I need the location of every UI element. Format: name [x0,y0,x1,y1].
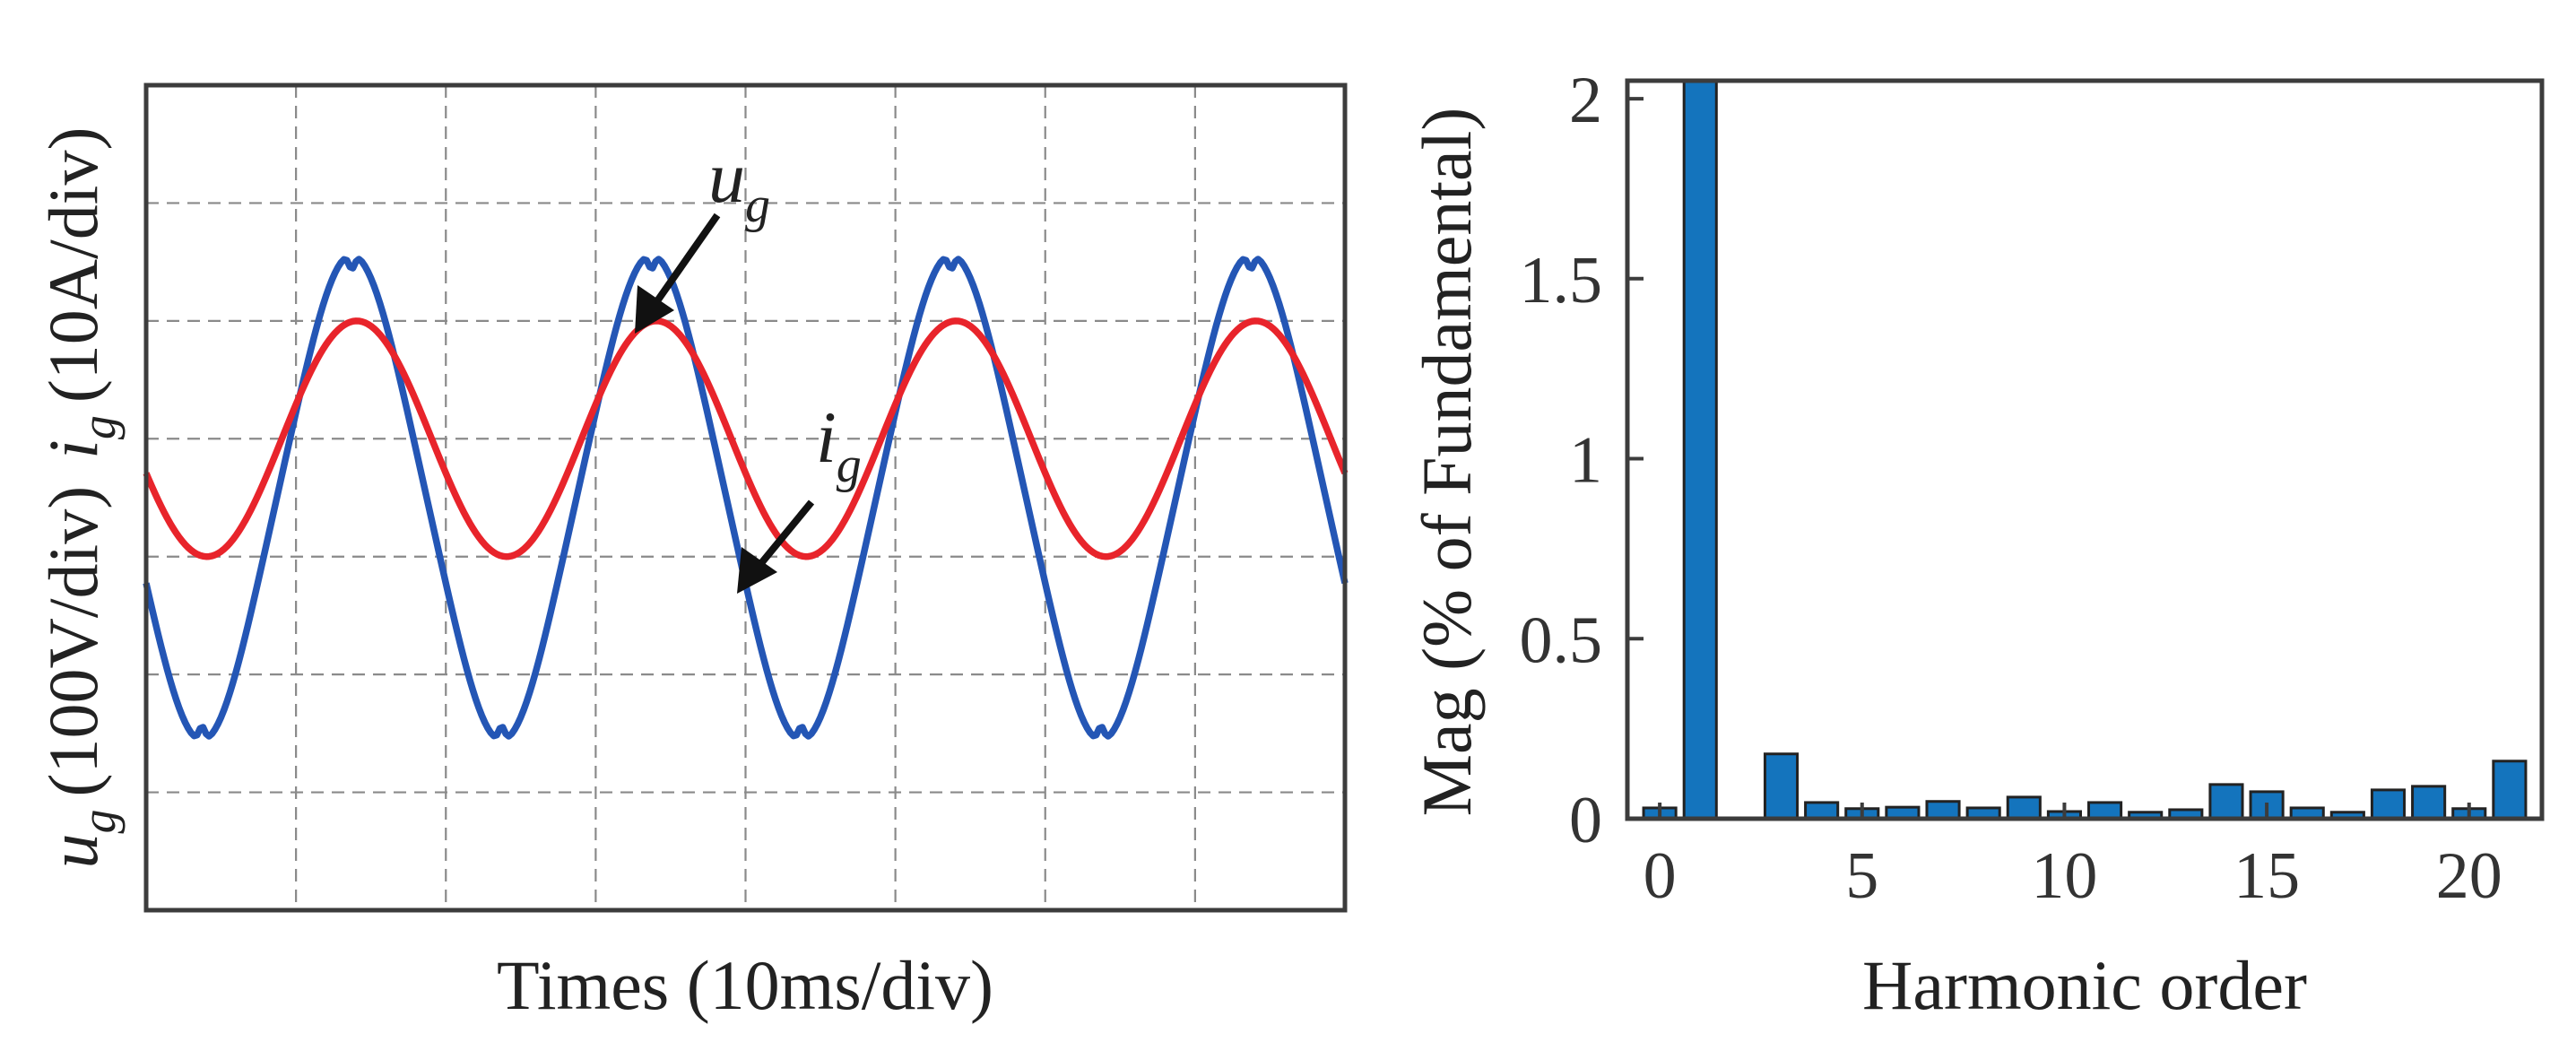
x-tick-label: 10 [2031,839,2097,913]
bar-harmonic-4 [1804,801,1840,821]
bar-harmonic-7 [1925,800,1961,821]
y-tick-label: 1.5 [1520,244,1603,317]
y-tick-label: 1 [1569,424,1602,498]
y-tick-label: 0.5 [1520,603,1603,677]
bar-harmonic-19 [2411,785,2447,821]
bar-harmonic-11 [2087,801,2123,821]
x-tick-label: 5 [1845,839,1878,913]
bar-harmonic-3 [1763,752,1800,821]
y-tick-label: 0 [1569,784,1602,857]
waveform-panel: ug ig Times (10ms/div) ug(100V/div)ig(10… [34,82,1349,1024]
x-tick-label: 0 [1644,839,1677,913]
y-tick-label: 2 [1569,64,1602,137]
annotation-ig-arrowhead [737,547,777,594]
annotation-ig-label: ig [816,396,862,493]
bar-harmonic-18 [2370,788,2407,821]
annotation-ig-arrow [754,499,815,570]
harmonic-axes-frame [1625,78,2545,821]
waveform-axes-frame [143,82,1348,913]
annotation-ug-label: ug [708,136,770,233]
x-tick-label: 20 [2436,839,2502,913]
bar-harmonic-14 [2208,783,2244,821]
waveform-x-axis-label: Times (10ms/div) [497,946,993,1024]
waveform-grid [146,85,1345,910]
bar-harmonic-21 [2492,760,2528,821]
harmonic-bars [1642,79,2528,821]
bar-harmonic-9 [2006,795,2042,821]
annotation-ug-arrow [651,213,721,308]
waveform-y-axis-label: ug(100V/div)ig(10A/div) [34,127,126,869]
bar-harmonic-1 [1682,79,1718,821]
x-tick-label: 15 [2233,839,2300,913]
series-line-i-g [143,317,1349,560]
harmonic-ticks: 0 5 10 15 20 0 0.5 1 1.5 2 [1520,64,2502,913]
harmonic-x-axis-label: Harmonic order [1862,946,2307,1024]
harmonic-y-axis-label: Mag (% of Fundamental) [1408,108,1486,817]
annotation-ug-arrowhead [635,285,674,334]
harmonic-panel: 0 5 10 15 20 0 0.5 1 1.5 2 Harmonic order Mag (% … [1408,64,2545,1024]
